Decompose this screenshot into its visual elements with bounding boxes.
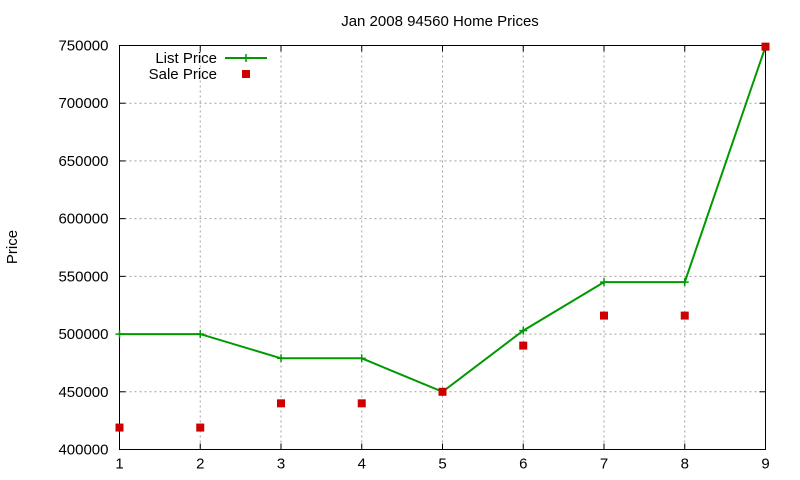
y-tick-label: 700000 (58, 95, 108, 112)
list-price-point (357, 354, 366, 363)
x-tick-label: 9 (761, 456, 769, 473)
list-price-point (115, 330, 124, 339)
sale-price-point (519, 341, 528, 350)
x-tick-label: 8 (681, 456, 689, 473)
list-price-point (600, 278, 608, 287)
chart-title: Jan 2008 94560 Home Prices (341, 13, 539, 30)
sale-price-point (438, 387, 447, 396)
list-price-point (196, 330, 205, 339)
legend-marker (242, 70, 250, 78)
y-tick-label: 650000 (58, 153, 108, 170)
sale-price-point (761, 42, 770, 51)
sale-price-point (115, 423, 124, 432)
grid-lines (119, 45, 766, 450)
x-tick-label: 1 (115, 456, 123, 473)
x-tick-label: 4 (358, 456, 366, 473)
sale-price-point (600, 311, 608, 320)
x-tick-label: 5 (438, 456, 446, 473)
list-price-line (119, 46, 767, 393)
sale-price-point (196, 423, 205, 432)
y-axis-label: Price (4, 230, 21, 264)
list-price-point (277, 354, 285, 363)
legend-marker (242, 54, 250, 62)
x-tick-label: 2 (196, 456, 204, 473)
sale-price-point (357, 399, 366, 408)
y-tick-label: 500000 (58, 326, 108, 343)
y-tick-label: 450000 (58, 384, 108, 401)
y-tick-label: 550000 (58, 268, 108, 285)
sale-price-point (277, 399, 285, 408)
legend-label: Sale Price (149, 66, 217, 83)
sale-price-point (680, 311, 689, 320)
sale-price-series (115, 42, 770, 432)
x-tick-label: 3 (277, 456, 285, 473)
data-series (115, 42, 770, 432)
x-tick-label: 7 (600, 456, 608, 473)
tick-labels: 400000 450000 500000 550000 600000 650000 7000… (58, 38, 769, 473)
legend-label: List Price (155, 50, 217, 67)
list-price-point (680, 278, 689, 287)
y-tick-label: 400000 (58, 442, 108, 459)
x-tick-label: 6 (519, 456, 527, 473)
list-price-point (519, 326, 528, 335)
plot-frame (119, 45, 766, 450)
y-tick-label: 600000 (58, 211, 108, 228)
y-tick-label: 750000 (58, 38, 108, 55)
